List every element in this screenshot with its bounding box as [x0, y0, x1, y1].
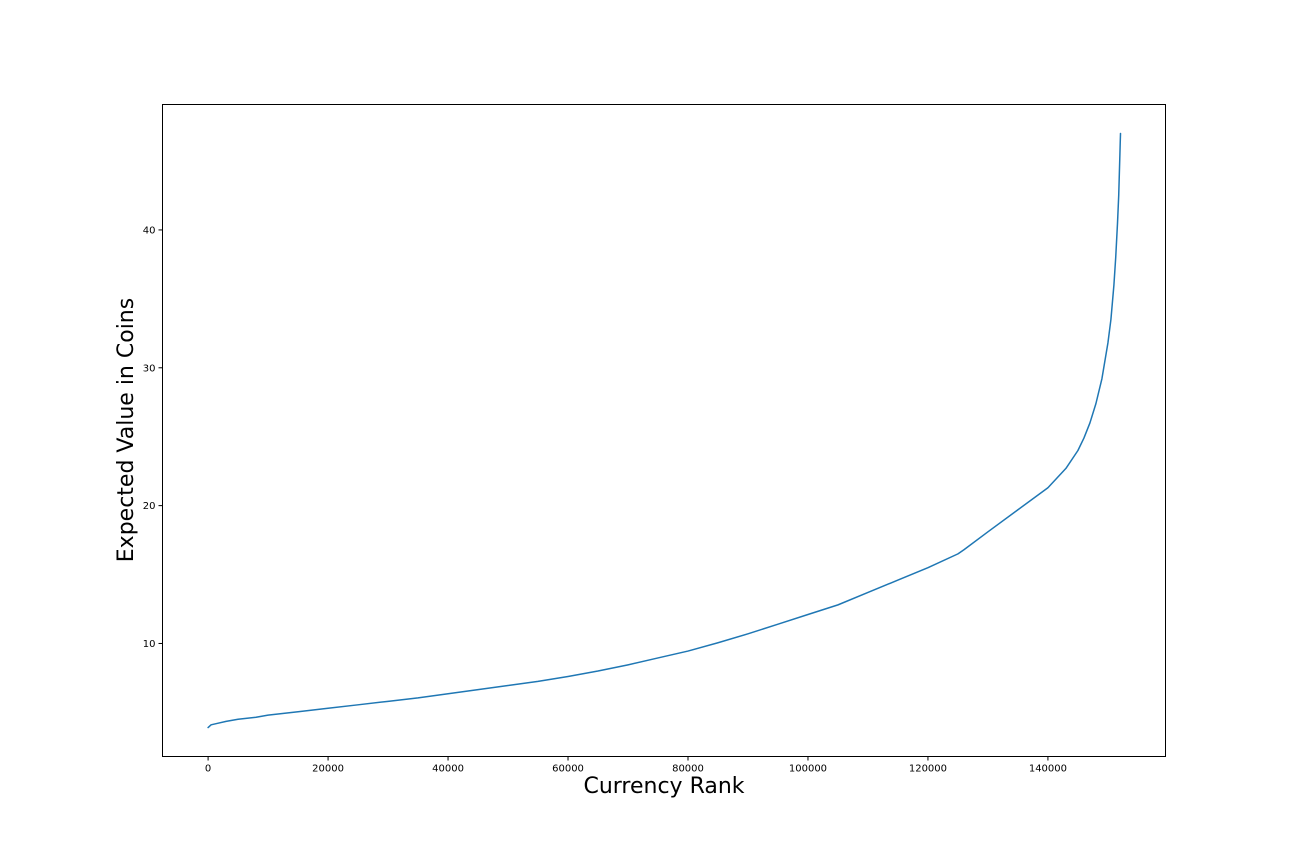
x-tick-label: 0: [205, 764, 211, 775]
x-tick-label: 120000: [909, 764, 947, 775]
y-tick-label: 10: [143, 639, 156, 650]
y-tick-label: 30: [143, 363, 156, 374]
x-tick-label: 80000: [672, 764, 704, 775]
x-tick-label: 40000: [432, 764, 464, 775]
plot-area: [162, 104, 1166, 757]
x-axis-label: Currency Rank: [583, 774, 744, 799]
x-tick-label: 100000: [789, 764, 827, 775]
x-tick-label: 140000: [1029, 764, 1067, 775]
x-tick-label: 20000: [312, 764, 344, 775]
x-axis: 0 20000 40000 60000 80000 100000 120000 140000: [205, 756, 1067, 775]
y-axis: 10 20 30 40: [143, 225, 163, 650]
series-line: [207, 132, 1122, 729]
plot-frame: [162, 104, 1166, 757]
y-axis-label: Expected Value in Coins: [114, 298, 139, 562]
series-layer: [207, 132, 1122, 729]
y-tick-label: 20: [143, 501, 156, 512]
x-tick-label: 60000: [552, 764, 584, 775]
y-tick-label: 40: [143, 225, 156, 236]
